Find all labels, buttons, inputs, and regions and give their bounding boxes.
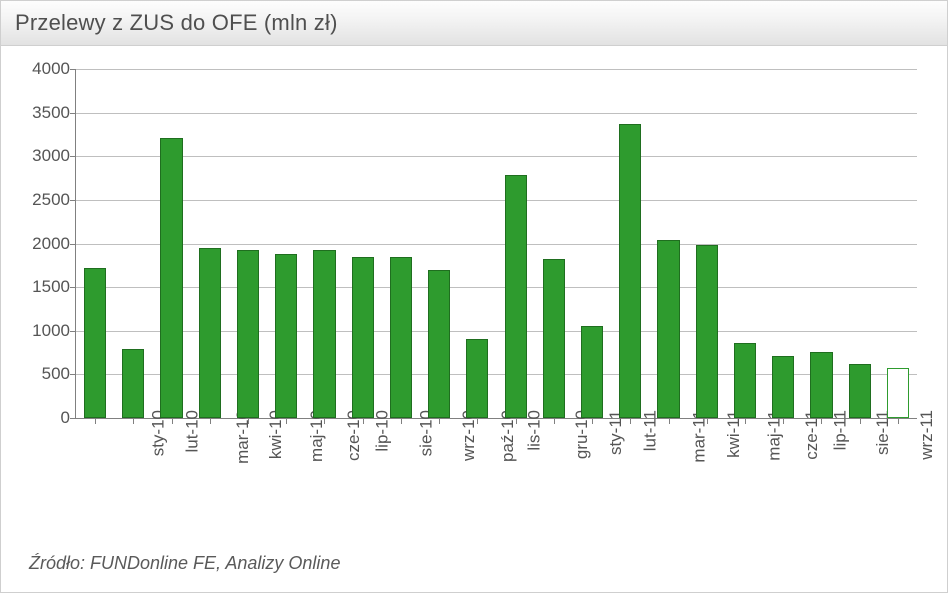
bar [734, 343, 756, 418]
x-tick [133, 418, 134, 424]
x-tick [248, 418, 249, 424]
bar [810, 352, 832, 418]
y-axis-label: 2500 [16, 190, 70, 210]
gridline [76, 113, 917, 114]
x-tick [898, 418, 899, 424]
x-tick [516, 418, 517, 424]
bar [581, 326, 603, 418]
y-tick [70, 287, 76, 288]
y-tick [70, 244, 76, 245]
bar [84, 268, 106, 418]
bar [428, 270, 450, 418]
bar [543, 259, 565, 418]
bar [657, 240, 679, 418]
bar [619, 124, 641, 418]
y-axis-label: 1000 [16, 321, 70, 341]
y-tick [70, 418, 76, 419]
x-tick [707, 418, 708, 424]
chart-title-bar: Przelewy z ZUS do OFE (mln zł) [1, 1, 947, 46]
y-tick [70, 113, 76, 114]
y-tick [70, 69, 76, 70]
x-tick [439, 418, 440, 424]
x-tick [95, 418, 96, 424]
x-tick [172, 418, 173, 424]
x-tick [210, 418, 211, 424]
y-tick [70, 374, 76, 375]
plot-area: 05001000150020002500300035004000sty-10lu… [75, 69, 917, 419]
gridline [76, 69, 917, 70]
bar [849, 364, 871, 418]
bar [466, 339, 488, 418]
bar [122, 349, 144, 418]
x-axis-label: wrz-11 [916, 410, 936, 460]
x-tick [821, 418, 822, 424]
x-tick [630, 418, 631, 424]
y-axis-label: 3000 [16, 146, 70, 166]
y-axis-label: 3500 [16, 103, 70, 123]
y-tick [70, 331, 76, 332]
chart-frame: Przelewy z ZUS do OFE (mln zł) 050010001… [0, 0, 948, 593]
bar [313, 250, 335, 418]
bar [199, 248, 221, 418]
bar [772, 356, 794, 418]
x-tick [477, 418, 478, 424]
y-axis-label: 1500 [16, 277, 70, 297]
bar [160, 138, 182, 418]
bar [390, 257, 412, 418]
x-tick [745, 418, 746, 424]
y-axis-label: 4000 [16, 59, 70, 79]
y-axis-label: 0 [16, 408, 70, 428]
x-axis-label: mar-10 [232, 410, 252, 464]
y-axis-label: 2000 [16, 234, 70, 254]
chart-title: Przelewy z ZUS do OFE (mln zł) [15, 10, 338, 36]
x-tick [286, 418, 287, 424]
bar [505, 175, 527, 418]
x-tick [554, 418, 555, 424]
x-axis-label: lip-11 [831, 410, 851, 450]
x-tick [860, 418, 861, 424]
bar [352, 257, 374, 418]
chart-source: Źródło: FUNDonline FE, Analizy Online [29, 553, 340, 574]
y-axis-label: 500 [16, 364, 70, 384]
x-tick [363, 418, 364, 424]
x-tick [401, 418, 402, 424]
x-tick [783, 418, 784, 424]
bar [887, 368, 909, 418]
gridline [76, 156, 917, 157]
bar [275, 254, 297, 418]
bar [237, 250, 259, 418]
x-tick [324, 418, 325, 424]
y-tick [70, 156, 76, 157]
x-tick [592, 418, 593, 424]
y-tick [70, 200, 76, 201]
chart-area: 05001000150020002500300035004000sty-10lu… [15, 59, 933, 507]
bar [696, 245, 718, 418]
gridline [76, 200, 917, 201]
gridline [76, 244, 917, 245]
x-tick [669, 418, 670, 424]
